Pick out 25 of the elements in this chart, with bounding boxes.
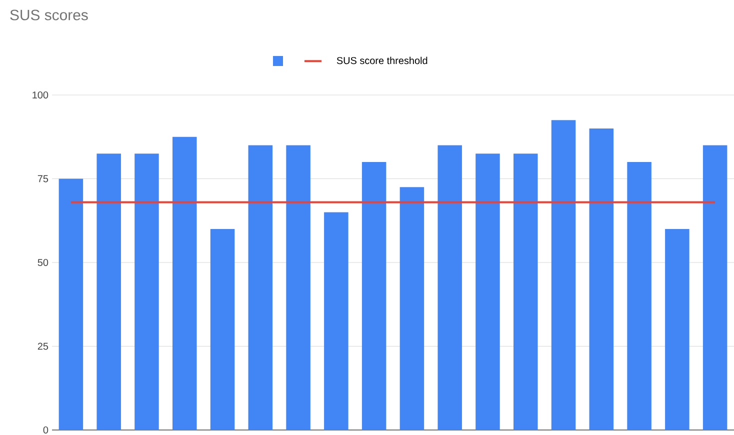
y-tick-label: 0 [43,426,48,434]
y-tick-label: 25 [38,342,48,350]
bar [210,229,235,430]
bar [286,145,310,430]
bar [248,145,273,430]
bar [627,162,652,430]
bar [438,145,462,430]
bar [362,162,386,430]
y-tick-label: 50 [38,258,48,266]
bar [551,120,576,430]
bar [134,154,159,430]
y-tick-label: 100 [32,91,48,99]
y-tick-label: 75 [38,175,48,182]
bar [172,136,197,430]
bar [589,128,614,430]
bar [476,154,500,430]
bar [665,229,690,430]
bar [513,154,538,430]
bar [702,145,728,430]
bar [324,212,348,430]
bar [58,178,84,430]
chart-title: SUS scores [10,10,88,20]
bar [96,154,121,430]
legend-label: SUS score threshold [336,56,428,64]
bar [400,187,424,430]
